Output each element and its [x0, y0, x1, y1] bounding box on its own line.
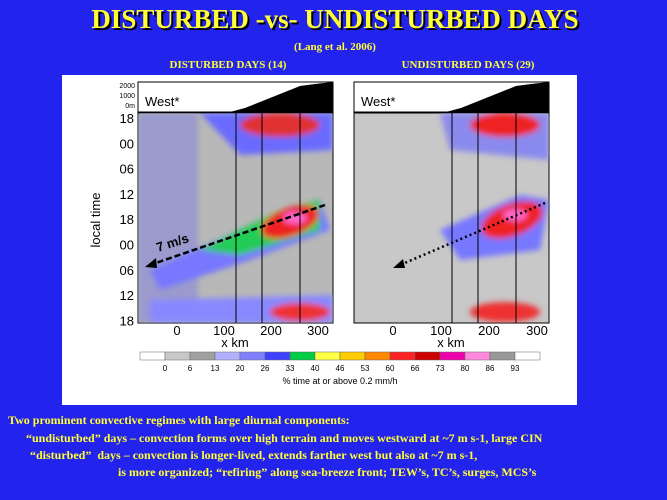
colorbar-cell: [489, 351, 516, 361]
note: “disturbed” days – convection is longer-…: [30, 448, 477, 462]
y-tick-label: 00: [120, 238, 134, 253]
colorbar-cell: [264, 351, 291, 361]
panel-label: DISTURBED DAYS (14): [170, 59, 287, 71]
colorbar-cell: [364, 351, 391, 361]
note: “undisturbed” days – convection forms ov…: [26, 431, 543, 445]
colorbar-tick-label: 46: [336, 364, 345, 373]
topo-tick-label: 1000: [119, 93, 135, 100]
colorbar-tick-label: 80: [461, 364, 470, 373]
y-tick-label: 12: [120, 288, 134, 303]
east-label: East*: [290, 94, 323, 109]
colorbar-tick-label: 33: [286, 364, 295, 373]
panel-label: UNDISTURBED DAYS (29): [402, 59, 535, 71]
colorbar-cell: [239, 351, 266, 361]
colorbar-cell: [214, 351, 241, 361]
x-tick-label: 100: [213, 323, 235, 338]
subtitle: (Lang et al. 2006): [294, 41, 376, 53]
colorbar-tick-label: 20: [236, 364, 245, 373]
colorbar-tick-label: 86: [486, 364, 495, 373]
colorbar-tick-label: 53: [361, 364, 370, 373]
colorbar-cell: [514, 351, 541, 361]
y-tick-label: 18: [120, 212, 134, 227]
east-label: East*: [505, 94, 538, 109]
x-label: x km: [437, 335, 464, 350]
x-label: x km: [221, 335, 248, 350]
y-tick-label: 18: [120, 313, 134, 328]
y-tick-label: 06: [120, 263, 134, 278]
colorbar-cell: [439, 351, 466, 361]
colorbar-cell: [164, 351, 191, 361]
y-tick-label: 18: [120, 111, 134, 126]
x-tick-label: 100: [430, 323, 452, 338]
colorbar-cell: [189, 351, 216, 361]
colorbar-tick-label: 0: [163, 364, 168, 373]
colorbar-cell: [139, 351, 166, 361]
colorbar-tick-label: 60: [386, 364, 395, 373]
colorbar-tick-label: 40: [311, 364, 320, 373]
x-tick-label: 0: [389, 323, 396, 338]
colorbar-cell: [464, 351, 491, 361]
x-tick-label: 300: [307, 323, 329, 338]
colorbar: 0 6 13 20 26 33 40 46 53 60 66 73 80 86 93: [139, 351, 541, 373]
west-label: West*: [361, 94, 395, 109]
y-tick-label: 06: [120, 162, 134, 177]
colorbar-cell: [289, 351, 316, 361]
heatmap-fill: [440, 113, 549, 322]
terrain: [230, 82, 333, 112]
colorbar-cell: [414, 351, 441, 361]
colorbar-label: % time at or above 0.2 mm/h: [282, 376, 397, 386]
west-label: West*: [145, 94, 179, 109]
heatmap-fill: [138, 113, 333, 323]
terrain: [446, 82, 549, 112]
y-tick-label: 00: [120, 136, 134, 151]
arrow: [399, 201, 546, 267]
x-tick-label: 300: [526, 323, 548, 338]
note: is more organized; “refiring” along sea-…: [118, 465, 537, 479]
colorbar-tick-label: 73: [436, 364, 445, 373]
note: Two prominent convective regimes with la…: [8, 413, 350, 427]
colorbar-tick-label: 6: [188, 364, 193, 373]
colorbar-tick-label: 93: [511, 364, 520, 373]
x-tick-label: 200: [478, 323, 500, 338]
x-tick-label: 200: [260, 323, 282, 338]
topo-tick-label: 2000: [119, 83, 135, 90]
colorbar-tick-label: 26: [261, 364, 270, 373]
y-label: local time: [88, 193, 103, 248]
colorbar-cell: [314, 351, 341, 361]
y-tick-label: 12: [120, 187, 134, 202]
colorbar-cell: [339, 351, 366, 361]
colorbar-cell: [389, 351, 416, 361]
arrow: [149, 203, 326, 267]
colorbar-tick-label: 66: [411, 364, 420, 373]
title: DISTURBED -vs- UNDISTURBED DAYS: [91, 4, 578, 34]
x-tick-label: 0: [173, 323, 180, 338]
topo-tick-label: 0m: [125, 103, 135, 110]
colorbar-tick-label: 13: [211, 364, 220, 373]
